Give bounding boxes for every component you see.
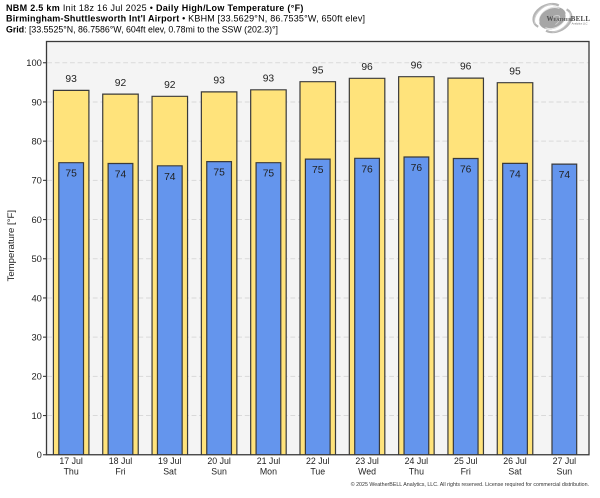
svg-text:92: 92 xyxy=(115,78,127,89)
svg-text:Birmingham-Shuttlesworth Int'l: Birmingham-Shuttlesworth Int'l Airport •… xyxy=(6,14,365,24)
svg-text:96: 96 xyxy=(361,62,373,73)
svg-text:95: 95 xyxy=(509,66,521,77)
svg-text:80: 80 xyxy=(31,135,41,146)
svg-text:26 Jul: 26 Jul xyxy=(503,456,527,466)
svg-text:93: 93 xyxy=(65,74,77,85)
svg-text:Sat: Sat xyxy=(163,467,177,477)
svg-text:40: 40 xyxy=(31,292,41,303)
svg-text:Sun: Sun xyxy=(211,467,227,477)
svg-text:Temperature [°F]: Temperature [°F] xyxy=(6,210,17,282)
svg-text:92: 92 xyxy=(164,80,176,91)
svg-text:Sun: Sun xyxy=(557,467,573,477)
svg-text:70: 70 xyxy=(31,175,41,186)
svg-text:21 Jul: 21 Jul xyxy=(257,456,281,466)
svg-text:Analytics LLC: Analytics LLC xyxy=(572,21,588,25)
svg-text:25 Jul: 25 Jul xyxy=(454,456,478,466)
svg-text:NBM 2.5 km Init 18z 16 Jul 202: NBM 2.5 km Init 18z 16 Jul 2025 • Daily … xyxy=(6,3,304,13)
svg-text:93: 93 xyxy=(213,75,225,86)
svg-text:Mon: Mon xyxy=(260,467,277,477)
svg-text:30: 30 xyxy=(31,331,41,342)
svg-text:76: 76 xyxy=(361,164,373,175)
svg-text:Sat: Sat xyxy=(508,467,522,477)
svg-text:74: 74 xyxy=(164,172,176,183)
svg-text:22 Jul: 22 Jul xyxy=(306,456,330,466)
svg-text:50: 50 xyxy=(31,253,41,264)
svg-text:74: 74 xyxy=(559,170,571,181)
svg-text:76: 76 xyxy=(411,163,423,174)
svg-text:95: 95 xyxy=(312,65,324,76)
svg-text:90: 90 xyxy=(31,96,41,107)
svg-text:Thu: Thu xyxy=(409,467,424,477)
svg-text:20: 20 xyxy=(31,371,41,382)
svg-text:18 Jul: 18 Jul xyxy=(109,456,133,466)
svg-text:75: 75 xyxy=(263,169,275,180)
svg-text:BELL: BELL xyxy=(571,16,591,23)
svg-text:60: 60 xyxy=(31,214,41,225)
svg-text:Grid: [33.5525°N, 86.7586°W, 6: Grid: [33.5525°N, 86.7586°W, 604ft elev,… xyxy=(6,25,278,35)
svg-text:74: 74 xyxy=(509,169,521,180)
svg-text:24 Jul: 24 Jul xyxy=(405,456,429,466)
svg-text:10: 10 xyxy=(31,410,41,421)
svg-text:Fri: Fri xyxy=(115,467,125,477)
svg-text:74: 74 xyxy=(115,170,127,181)
svg-text:76: 76 xyxy=(460,165,472,176)
svg-text:93: 93 xyxy=(263,73,275,84)
svg-text:Wed: Wed xyxy=(358,467,376,477)
svg-text:75: 75 xyxy=(65,169,77,180)
svg-text:0: 0 xyxy=(37,449,42,460)
svg-text:27 Jul: 27 Jul xyxy=(553,456,577,466)
svg-text:75: 75 xyxy=(213,168,225,179)
svg-text:Fri: Fri xyxy=(461,467,471,477)
svg-text:Tue: Tue xyxy=(310,467,325,477)
svg-text:96: 96 xyxy=(411,60,423,71)
svg-text:23 Jul: 23 Jul xyxy=(355,456,379,466)
svg-text:96: 96 xyxy=(460,62,472,73)
svg-text:Thu: Thu xyxy=(64,467,79,477)
svg-text:WEATHER: WEATHER xyxy=(547,15,573,23)
svg-text:20 Jul: 20 Jul xyxy=(207,456,231,466)
svg-text:19 Jul: 19 Jul xyxy=(158,456,182,466)
svg-text:17 Jul: 17 Jul xyxy=(59,456,83,466)
svg-text:100: 100 xyxy=(26,57,42,68)
svg-text:75: 75 xyxy=(312,165,324,176)
svg-text:© 2025 WeatherBELL Analytics,: © 2025 WeatherBELL Analytics, LLC. All r… xyxy=(351,481,589,488)
